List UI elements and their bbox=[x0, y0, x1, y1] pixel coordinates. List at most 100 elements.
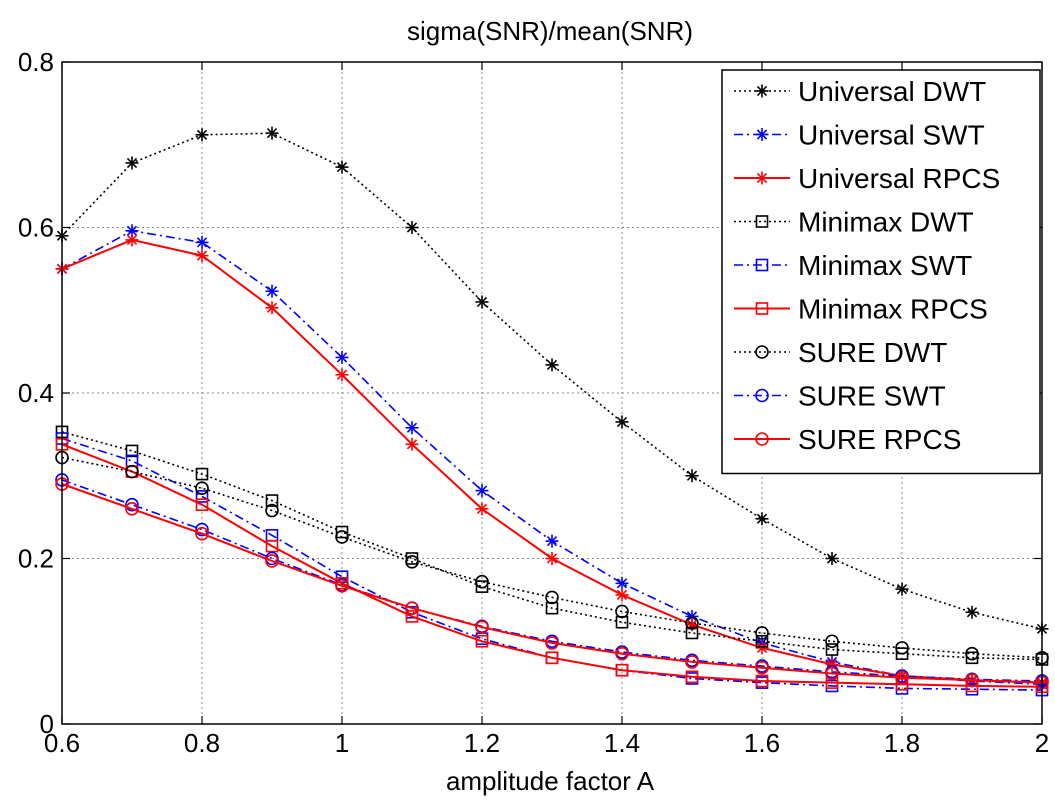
data-point bbox=[405, 601, 419, 615]
data-point bbox=[125, 502, 139, 516]
data-point bbox=[825, 643, 839, 656]
data-point bbox=[895, 641, 909, 655]
series-group bbox=[55, 126, 1049, 697]
legend-item: Universal RPCS bbox=[734, 163, 1000, 194]
x-tick-label: 1.6 bbox=[744, 728, 780, 758]
legend-item: Universal DWT bbox=[734, 76, 986, 107]
data-point bbox=[475, 620, 489, 634]
legend-item: Universal SWT bbox=[734, 120, 985, 151]
data-point bbox=[545, 590, 559, 605]
legend-label: Minimax DWT bbox=[798, 207, 974, 238]
legend-label: SURE SWT bbox=[798, 381, 946, 412]
x-tick-label: 1 bbox=[335, 728, 349, 758]
data-point bbox=[195, 490, 209, 503]
data-point bbox=[965, 651, 979, 665]
series-universal-dwt bbox=[55, 126, 1049, 636]
data-point bbox=[545, 636, 559, 650]
data-point bbox=[125, 497, 139, 512]
series-line-sure-dwt bbox=[61, 456, 1043, 659]
legend-marker bbox=[755, 128, 769, 141]
data-point bbox=[755, 674, 769, 688]
series-line-universal-dwt bbox=[61, 132, 1043, 630]
data-point bbox=[335, 368, 349, 382]
data-point bbox=[475, 634, 489, 648]
data-point bbox=[265, 284, 279, 298]
chart-title: sigma(SNR)/mean(SNR) bbox=[407, 16, 693, 46]
data-point bbox=[685, 616, 699, 630]
series-line-minimax-dwt bbox=[61, 431, 1043, 661]
data-point bbox=[195, 467, 209, 481]
data-point bbox=[965, 673, 979, 687]
data-point bbox=[615, 604, 629, 619]
legend-label: Minimax SWT bbox=[798, 250, 972, 281]
data-point bbox=[755, 641, 769, 655]
data-point bbox=[615, 576, 629, 590]
data-point bbox=[265, 503, 279, 518]
data-point bbox=[615, 415, 629, 429]
y-tick-label: 0.4 bbox=[18, 378, 54, 408]
data-point bbox=[265, 554, 279, 568]
data-point bbox=[475, 295, 489, 309]
x-axis-label: amplitude factor A bbox=[446, 766, 655, 796]
data-point bbox=[475, 484, 489, 498]
legend-item: Minimax DWT bbox=[734, 207, 974, 238]
data-point bbox=[405, 610, 419, 623]
data-point bbox=[335, 579, 349, 593]
data-point bbox=[265, 301, 279, 315]
legend-label: SURE RPCS bbox=[798, 424, 961, 455]
legend-label: SURE DWT bbox=[798, 337, 947, 368]
data-point bbox=[195, 128, 209, 142]
data-point bbox=[195, 522, 209, 537]
data-point bbox=[195, 498, 209, 512]
y-tick-label: 0.2 bbox=[18, 544, 54, 574]
data-point bbox=[825, 666, 839, 681]
data-point bbox=[545, 534, 559, 548]
data-point bbox=[685, 670, 699, 684]
data-point bbox=[895, 677, 909, 691]
data-point bbox=[755, 626, 769, 640]
y-tick-label: 0 bbox=[40, 709, 54, 739]
data-point bbox=[545, 358, 559, 372]
x-tick-label: 2 bbox=[1035, 728, 1049, 758]
legend-item: SURE SWT bbox=[734, 381, 946, 412]
data-point bbox=[405, 421, 419, 435]
legend-marker bbox=[755, 171, 769, 185]
data-point bbox=[895, 670, 909, 685]
legend-marker bbox=[755, 215, 769, 228]
series-line-minimax-rpcs bbox=[61, 443, 1043, 688]
data-point bbox=[195, 481, 209, 495]
series-line-sure-swt bbox=[61, 479, 1043, 682]
legend-marker bbox=[755, 84, 769, 98]
data-point bbox=[685, 655, 699, 669]
legend-box bbox=[721, 69, 1041, 475]
legend-label: Universal RPCS bbox=[798, 163, 1000, 194]
data-point bbox=[895, 582, 909, 596]
data-point bbox=[265, 494, 279, 507]
data-point bbox=[685, 469, 699, 483]
data-point bbox=[615, 588, 629, 602]
data-point bbox=[545, 651, 559, 665]
legend: Universal DWT Universal SWT Universal RPCS… bbox=[721, 69, 1041, 475]
legend-item: SURE DWT bbox=[734, 337, 947, 368]
data-point bbox=[685, 626, 699, 640]
data-point bbox=[335, 160, 349, 174]
data-point bbox=[895, 647, 909, 660]
x-tick-label: 1.4 bbox=[604, 728, 640, 758]
data-point bbox=[615, 663, 629, 677]
data-point bbox=[405, 221, 419, 234]
legend-item: SURE RPCS bbox=[734, 424, 961, 455]
legend-marker bbox=[755, 432, 769, 446]
data-point bbox=[335, 530, 349, 544]
y-tick-label: 0.6 bbox=[18, 213, 54, 243]
legend-marker bbox=[755, 302, 769, 315]
data-point bbox=[125, 156, 139, 170]
legend-label: Universal DWT bbox=[798, 76, 986, 107]
axis-ticks: 0.6 0.8 1 1.2 1.4 1.6 1.8 2 0 0.2 0.4 0.6 0.8 bbox=[18, 47, 1049, 758]
legend-marker bbox=[755, 258, 769, 272]
data-point bbox=[125, 464, 139, 479]
data-point bbox=[615, 646, 629, 661]
data-point bbox=[965, 646, 979, 661]
series-line-sure-rpcs bbox=[61, 483, 1043, 684]
legend-marker bbox=[755, 388, 769, 403]
